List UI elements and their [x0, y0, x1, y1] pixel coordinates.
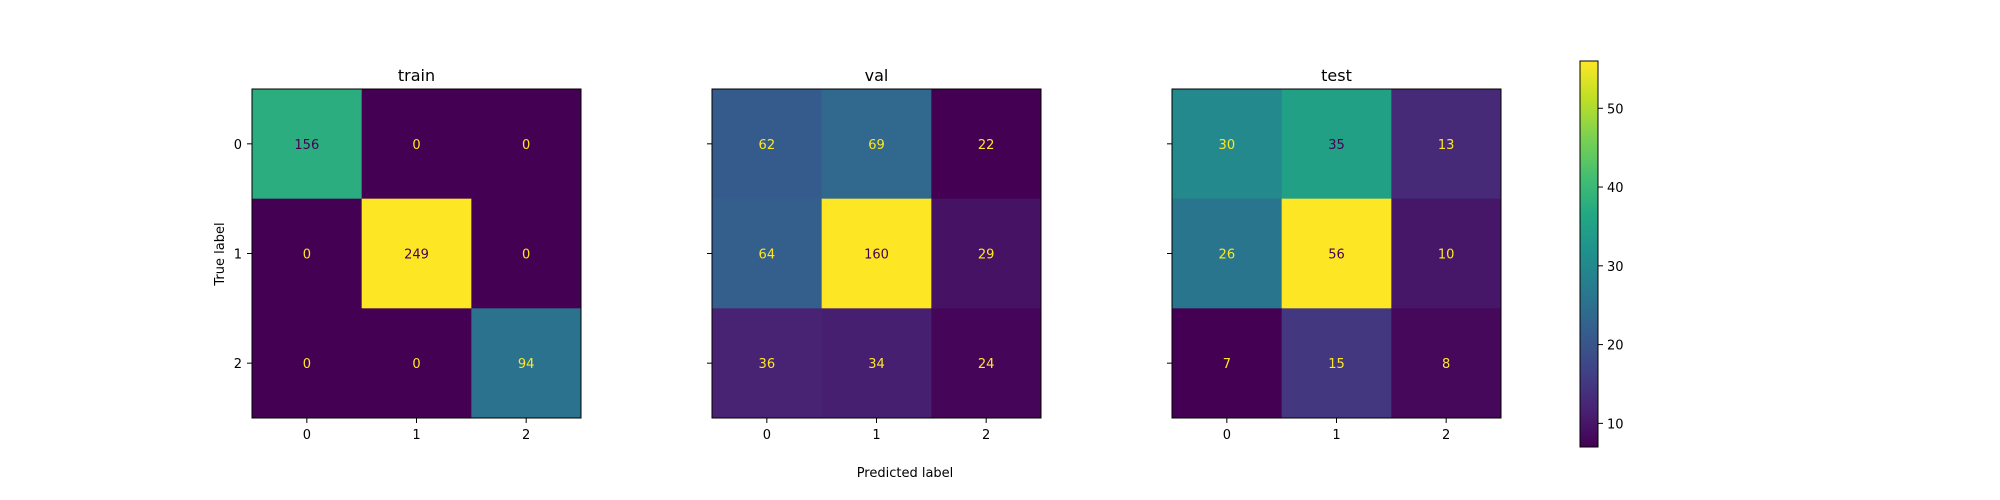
cell-value-label: 22	[978, 138, 995, 153]
matrix-cell	[1281, 198, 1392, 309]
matrix-cell	[361, 308, 472, 419]
y-tick-label: 2	[234, 357, 242, 372]
cell-value-label: 36	[759, 357, 776, 372]
matrix-cell	[931, 198, 1042, 309]
cell-value-label: 0	[303, 357, 311, 372]
cell-value-label: 69	[868, 138, 885, 153]
matrix-cell	[361, 198, 472, 309]
matrix-cell	[471, 89, 582, 200]
cell-value-label: 24	[978, 357, 995, 372]
x-tick-label: 1	[872, 428, 880, 443]
cell-value-label: 249	[404, 248, 429, 263]
matrix-cell	[361, 89, 472, 200]
cell-value-label: 35	[1328, 138, 1345, 153]
matrix-cell	[1172, 198, 1283, 309]
matrix-cell	[252, 198, 363, 309]
cell-value-label: 64	[759, 248, 776, 263]
y-tick-label: 0	[234, 138, 242, 153]
colorbar-tick-label: 40	[1607, 181, 1624, 196]
cell-value-label: 160	[864, 248, 889, 263]
matrix-cell	[471, 198, 582, 309]
cell-value-label: 0	[412, 357, 420, 372]
cell-value-label: 7	[1223, 357, 1231, 372]
matrix-cell	[1281, 89, 1392, 200]
panel-title: train	[398, 66, 435, 85]
y-axis-label: True label	[213, 222, 228, 286]
x-tick-label: 0	[763, 428, 771, 443]
matrix-cell	[252, 308, 363, 419]
matrix-cell	[1281, 308, 1392, 419]
colorbar-tick-label: 10	[1607, 417, 1624, 432]
matrix-cell	[471, 308, 582, 419]
cell-value-label: 34	[868, 357, 885, 372]
cell-value-label: 0	[522, 138, 530, 153]
cell-value-label: 0	[412, 138, 420, 153]
panel-title: test	[1321, 66, 1352, 85]
cell-value-label: 26	[1219, 248, 1236, 263]
x-tick-label: 0	[1223, 428, 1231, 443]
matrix-cell	[931, 308, 1042, 419]
panel-title: val	[865, 66, 889, 85]
colorbar	[1579, 60, 1599, 448]
colorbar-tick-label: 50	[1607, 102, 1624, 117]
matrix-cell	[1391, 198, 1502, 309]
x-tick-label: 2	[1442, 428, 1450, 443]
colorbar-tick-label: 30	[1607, 260, 1624, 275]
x-axis-label: Predicted label	[857, 466, 954, 481]
matrix-cell	[821, 198, 932, 309]
colorbar-tick-label: 20	[1607, 339, 1624, 354]
matrix-cell	[712, 308, 823, 419]
matrix-cell	[821, 89, 932, 200]
matrix-cell	[821, 308, 932, 419]
cell-value-label: 62	[759, 138, 776, 153]
cell-value-label: 8	[1442, 357, 1450, 372]
matrix-cell	[712, 89, 823, 200]
cell-value-label: 30	[1219, 138, 1236, 153]
matrix-cell	[712, 198, 823, 309]
x-tick-label: 2	[982, 428, 990, 443]
cell-value-label: 56	[1328, 248, 1345, 263]
y-tick-label: 1	[234, 248, 242, 263]
x-tick-label: 1	[412, 428, 420, 443]
x-tick-label: 0	[303, 428, 311, 443]
cell-value-label: 15	[1328, 357, 1345, 372]
cell-value-label: 156	[294, 138, 319, 153]
matrix-cell	[252, 89, 363, 200]
x-tick-label: 2	[522, 428, 530, 443]
cell-value-label: 0	[522, 248, 530, 263]
cell-value-label: 29	[978, 248, 995, 263]
cell-value-label: 94	[518, 357, 535, 372]
matrix-cell	[1391, 89, 1502, 200]
cell-value-label: 13	[1438, 138, 1455, 153]
matrix-cell	[1172, 308, 1283, 419]
cell-value-label: 0	[303, 248, 311, 263]
cell-value-label: 10	[1438, 248, 1455, 263]
matrix-cell	[1172, 89, 1283, 200]
x-tick-label: 1	[1332, 428, 1340, 443]
matrix-cell	[1391, 308, 1502, 419]
matrix-cell	[931, 89, 1042, 200]
